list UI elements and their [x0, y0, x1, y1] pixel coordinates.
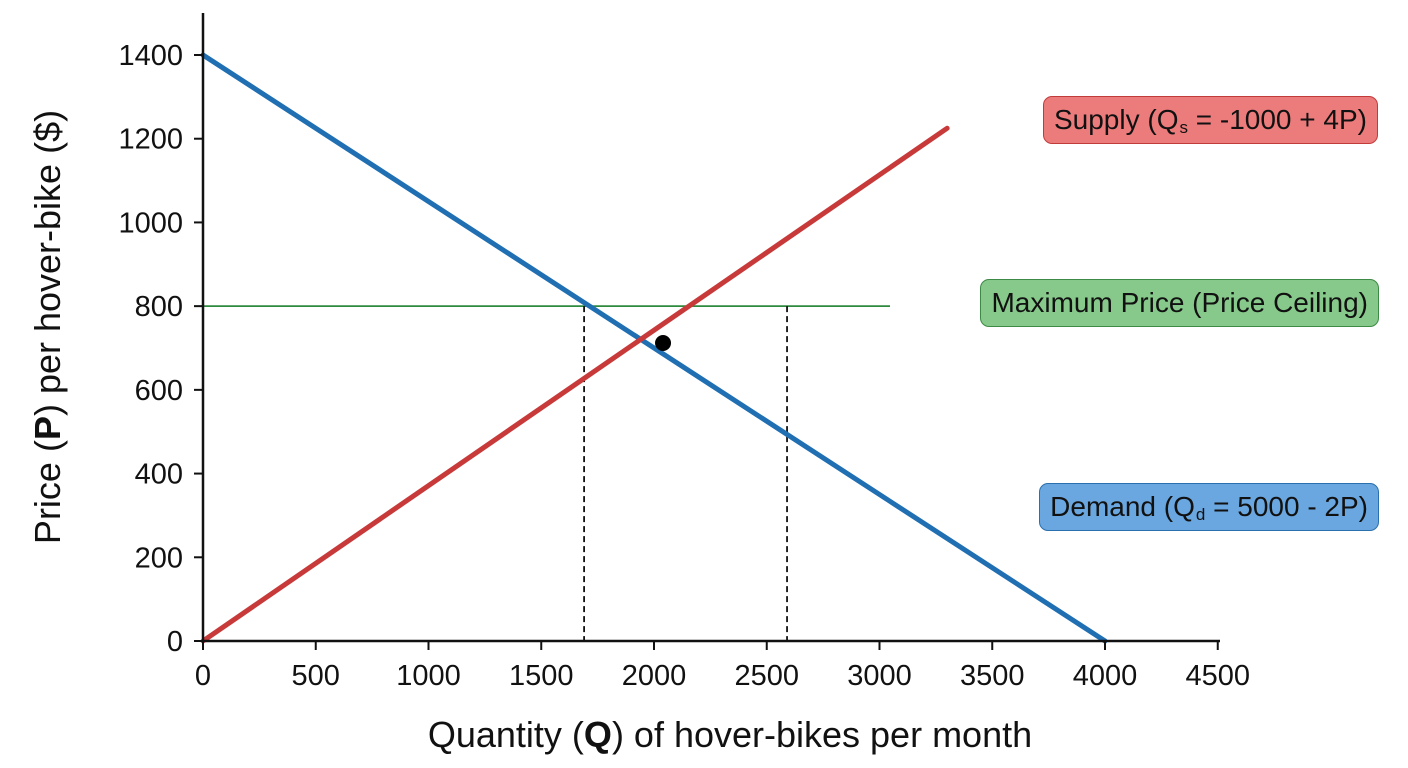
demand-label-prefix: Demand (Q: [1050, 491, 1195, 522]
demand-label: Demand (Qd = 5000 - 2P): [1039, 483, 1379, 531]
supply-label-subscript: s: [1179, 118, 1188, 137]
supply-label: Supply (Qs = -1000 + 4P): [1042, 96, 1378, 144]
axes: 0 500 1000 1500 2000 2500 3000 3500 4000 4500 0 200…: [118, 13, 1250, 692]
x-tick-label-500: 500: [292, 660, 340, 692]
y-tick-label-1000: 1000: [118, 207, 183, 239]
y-tick-label-1200: 1200: [118, 124, 183, 156]
y-tick-label-200: 200: [135, 542, 183, 574]
demand-line: [200, 52, 1108, 644]
y-tick-label-1400: 1400: [118, 40, 183, 72]
x-tick-label-2000: 2000: [622, 660, 687, 692]
supply-label-suffix: = -1000 + 4P): [1187, 104, 1367, 135]
x-axis-title: Quantity (Q) of hover-bikes per month: [428, 714, 1032, 755]
equilibrium-point: [655, 334, 672, 351]
demand-label-subscript: d: [1195, 505, 1206, 524]
x-tick-label-3000: 3000: [847, 660, 912, 692]
chart-marks: [200, 52, 1108, 644]
price-ceiling-label: Maximum Price (Price Ceiling): [980, 279, 1379, 327]
y-axis-title: Price (P) per hover-bike ($): [27, 110, 68, 544]
x-tick-label-4000: 4000: [1073, 660, 1138, 692]
x-tick-label-1500: 1500: [509, 660, 574, 692]
y-tick-label-0: 0: [167, 626, 183, 658]
y-tick-label-600: 600: [135, 375, 183, 407]
x-tick-label-1000: 1000: [396, 660, 461, 692]
demand-label-suffix: = 5000 - 2P): [1205, 491, 1368, 522]
supply-line: [200, 125, 950, 644]
x-tick-label-4500: 4500: [1185, 660, 1250, 692]
x-tick-label-3500: 3500: [960, 660, 1025, 692]
x-tick-label-0: 0: [195, 660, 211, 692]
supply-label-prefix: Supply (Q: [1053, 104, 1179, 135]
x-tick-label-2500: 2500: [734, 660, 799, 692]
y-tick-label-400: 400: [135, 459, 183, 491]
y-tick-label-800: 800: [135, 291, 183, 323]
